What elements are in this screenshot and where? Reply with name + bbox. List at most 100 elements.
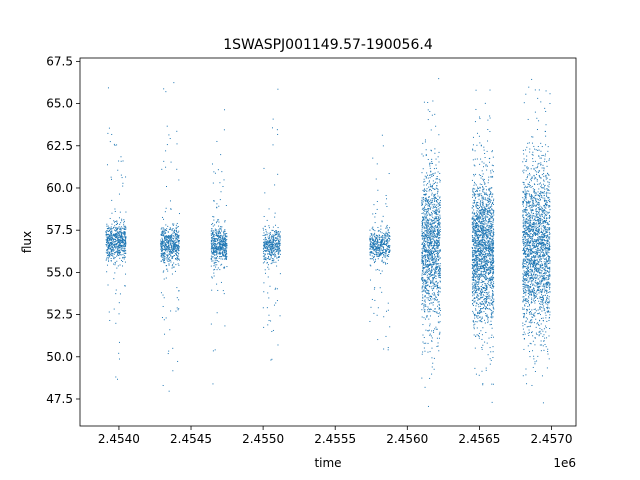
data-point [431, 265, 433, 267]
data-point [477, 264, 479, 266]
data-point [434, 193, 436, 195]
data-point [472, 272, 474, 274]
data-point [475, 254, 477, 256]
data-point [224, 244, 226, 246]
data-point [161, 250, 163, 252]
data-point [112, 250, 114, 252]
data-point [426, 224, 428, 226]
data-point [439, 201, 441, 203]
data-point [276, 244, 278, 246]
data-point [475, 227, 477, 229]
data-point [427, 210, 429, 212]
data-point [163, 230, 165, 232]
data-point [422, 286, 424, 288]
data-point [480, 205, 482, 207]
data-point [106, 234, 108, 236]
data-point [113, 238, 115, 240]
data-point [110, 244, 112, 246]
data-point [430, 264, 432, 266]
data-point [492, 250, 494, 252]
data-point [475, 237, 477, 239]
data-point [429, 377, 431, 379]
data-point [386, 246, 388, 248]
data-point [215, 250, 217, 252]
data-point [432, 232, 434, 234]
data-point [482, 220, 484, 222]
data-point [423, 225, 425, 227]
data-point [226, 242, 228, 244]
data-point [111, 246, 113, 248]
data-point [481, 161, 483, 163]
data-point [436, 266, 438, 268]
data-point [107, 255, 109, 256]
data-point [176, 255, 178, 256]
data-point [384, 235, 386, 237]
data-point [378, 250, 380, 252]
data-point [439, 197, 441, 199]
data-point [431, 259, 433, 261]
data-point [375, 237, 377, 239]
data-point [427, 270, 429, 272]
data-point [482, 296, 484, 298]
data-point [423, 279, 425, 281]
data-point [120, 229, 122, 231]
data-point [172, 257, 174, 259]
data-point [491, 251, 493, 253]
data-point [483, 180, 485, 182]
data-point [436, 242, 438, 244]
data-point [279, 231, 281, 233]
data-point [107, 248, 109, 250]
data-point [374, 299, 376, 301]
data-point [107, 247, 109, 249]
data-point [480, 308, 482, 310]
data-point [270, 255, 272, 257]
data-point [423, 219, 425, 221]
data-point [432, 259, 434, 261]
data-point [477, 208, 479, 210]
data-point [478, 374, 480, 376]
data-point [215, 232, 217, 234]
data-point [431, 194, 433, 196]
data-point [436, 266, 438, 268]
data-point [439, 269, 441, 271]
data-point [436, 250, 438, 252]
data-point [160, 241, 162, 243]
data-point [435, 259, 437, 261]
data-point [210, 233, 212, 235]
data-point [436, 286, 438, 288]
data-point [224, 256, 226, 258]
data-point [485, 308, 487, 310]
data-point [486, 241, 488, 243]
data-point [119, 243, 121, 245]
data-point [111, 241, 113, 243]
data-point [161, 253, 163, 255]
data-point [427, 330, 429, 332]
data-point [473, 321, 475, 323]
data-point [211, 250, 213, 252]
data-point [484, 206, 486, 208]
data-point [427, 250, 429, 252]
data-point [426, 260, 428, 262]
data-point [176, 287, 178, 289]
data-point [436, 305, 438, 307]
data-point [217, 242, 219, 244]
data-point [483, 223, 485, 225]
data-point [373, 204, 375, 206]
data-point [437, 247, 439, 249]
data-point [108, 231, 110, 233]
data-point [493, 308, 495, 310]
data-point [482, 384, 484, 386]
data-point [422, 216, 424, 218]
data-point [383, 233, 385, 234]
data-point [108, 238, 110, 240]
data-point [488, 203, 490, 205]
data-point [111, 242, 113, 244]
data-point [271, 241, 273, 243]
data-point [167, 236, 169, 238]
data-point [266, 219, 268, 221]
data-point [225, 239, 227, 241]
data-point [263, 256, 265, 258]
data-point [123, 246, 125, 248]
data-point [432, 261, 434, 263]
data-point [422, 261, 424, 263]
